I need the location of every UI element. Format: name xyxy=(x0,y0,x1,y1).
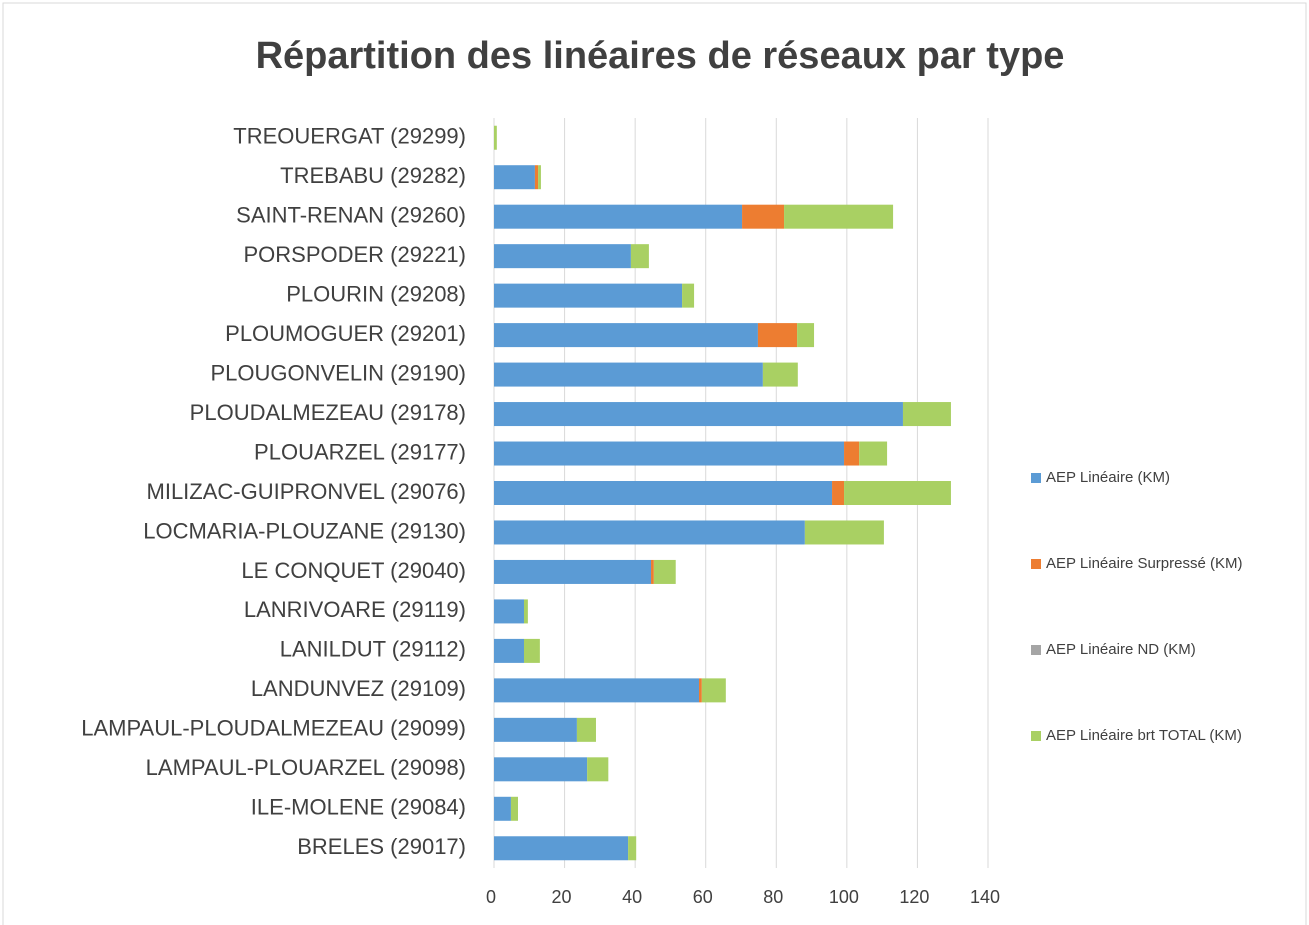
x-tick-label: 100 xyxy=(829,887,859,907)
bar-segment xyxy=(510,796,518,821)
chart-title: Répartition des linéaires de réseaux par… xyxy=(256,35,1065,77)
bar-segment xyxy=(844,481,951,505)
bar-segment xyxy=(494,402,903,427)
bar-segment xyxy=(494,559,652,584)
y-tick-label: LAMPAUL-PLOUDALMEZEAU (29099) xyxy=(81,716,466,741)
bar-segment xyxy=(762,362,798,387)
y-tick-label: TREOUERGAT (29299) xyxy=(233,124,466,149)
bar-segment xyxy=(523,638,540,663)
bar-segment xyxy=(576,717,596,742)
y-tick-label: LANDUNVEZ (29109) xyxy=(251,676,466,701)
y-tick-label: TREBABU (29282) xyxy=(280,163,466,188)
x-tick-label: 60 xyxy=(693,887,713,907)
legend-label: AEP Linéaire Surpressé (KM) xyxy=(1046,555,1242,572)
bar-segment xyxy=(651,559,654,584)
bar-segment xyxy=(757,323,798,348)
bar-segment xyxy=(494,283,683,308)
x-tick-label: 0 xyxy=(486,887,496,907)
x-tick-label: 140 xyxy=(970,887,1000,907)
y-tick-label: MILIZAC-GUIPRONVEL (29076) xyxy=(147,479,467,504)
bar-segment xyxy=(494,520,805,545)
y-tick-label: LANRIVOARE (29119) xyxy=(244,597,466,622)
bar-segment xyxy=(653,559,676,584)
legend-label: AEP Linéaire brt TOTAL (KM) xyxy=(1046,727,1242,744)
bar-segment xyxy=(630,244,649,269)
bar-segment xyxy=(494,717,577,742)
y-tick-label: PLOUDALMEZEAU (29178) xyxy=(190,400,466,425)
x-tick-label: 120 xyxy=(899,887,929,907)
y-tick-label: LE CONQUET (29040) xyxy=(241,558,466,583)
legend-swatch xyxy=(1031,473,1041,483)
bar-segment xyxy=(494,796,511,821)
y-tick-label: PLOUARZEL (29177) xyxy=(254,439,466,464)
y-tick-label: LOCMARIA-PLOUZANE (29130) xyxy=(143,518,466,543)
bar-segment xyxy=(494,836,629,861)
bar-segment xyxy=(742,204,785,229)
bar-segment xyxy=(494,441,845,466)
bar-segment xyxy=(682,283,695,308)
y-tick-label: PLOUMOGUER (29201) xyxy=(225,321,466,346)
y-tick-label: BRELES (29017) xyxy=(297,834,466,859)
bar-segment xyxy=(494,125,497,150)
bar-segment xyxy=(494,204,743,229)
bar-segment xyxy=(538,165,541,190)
bar-segment xyxy=(859,441,888,466)
bar-segment xyxy=(804,520,884,545)
bar-segment xyxy=(494,638,524,663)
bar-segment xyxy=(628,836,637,861)
bar-segment xyxy=(699,678,702,703)
bar-segment xyxy=(534,165,539,190)
y-tick-label: PLOURIN (29208) xyxy=(286,281,466,306)
x-tick-label: 40 xyxy=(622,887,642,907)
legend-label: AEP Linéaire (KM) xyxy=(1046,469,1170,486)
y-tick-label: ILE-MOLENE (29084) xyxy=(251,795,466,820)
bar-segment xyxy=(494,362,763,387)
y-tick-label: LANILDUT (29112) xyxy=(280,637,466,662)
bar-segment xyxy=(494,165,535,190)
x-tick-label: 20 xyxy=(552,887,572,907)
bar-segment xyxy=(701,678,726,703)
legend-swatch xyxy=(1031,559,1041,569)
x-tick-label: 80 xyxy=(763,887,783,907)
bar-segment xyxy=(797,323,815,348)
bar-segment xyxy=(832,481,845,505)
bar-segment xyxy=(494,481,833,505)
bar-segment xyxy=(902,402,951,427)
y-tick-label: LAMPAUL-PLOUARZEL (29098) xyxy=(146,755,466,780)
bar-segment xyxy=(494,244,631,269)
bar-segment xyxy=(494,323,758,348)
legend-swatch xyxy=(1031,645,1041,655)
y-tick-label: PORSPODER (29221) xyxy=(243,242,466,267)
bar-segment xyxy=(494,678,700,703)
bar-segment xyxy=(523,599,528,624)
bar-segment xyxy=(587,757,609,782)
y-tick-label: PLOUGONVELIN (29190) xyxy=(210,360,466,385)
y-tick-label: SAINT-RENAN (29260) xyxy=(236,202,466,227)
legend-label: AEP Linéaire ND (KM) xyxy=(1046,641,1196,658)
bar-segment xyxy=(784,204,894,229)
bar-segment xyxy=(844,441,860,466)
bar-segment xyxy=(494,757,588,782)
bar-segment xyxy=(494,599,524,624)
legend-swatch xyxy=(1031,731,1041,741)
